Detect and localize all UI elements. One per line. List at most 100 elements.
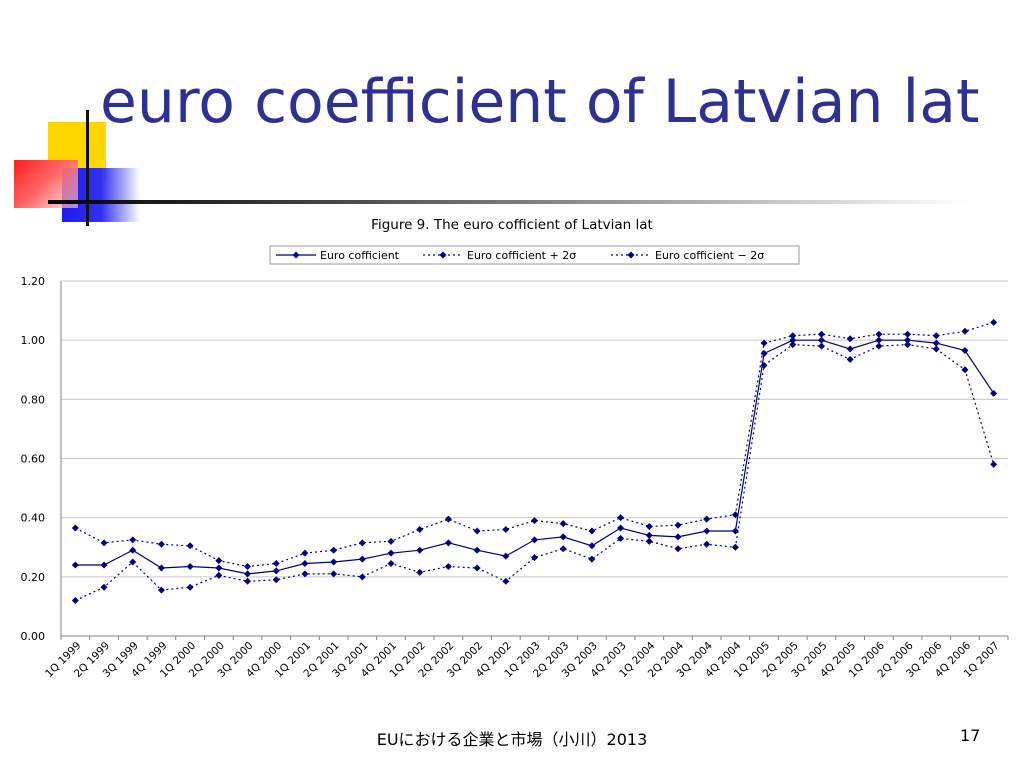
data-point: [71, 561, 79, 569]
y-tick-label: 0.60: [21, 453, 46, 466]
data-point: [358, 573, 366, 581]
series-group: [71, 318, 998, 604]
data-point: [961, 327, 969, 335]
data-point: [932, 339, 940, 347]
data-point: [731, 527, 739, 535]
data-point: [674, 521, 682, 529]
y-tick-label: 0.80: [21, 393, 46, 406]
data-point: [444, 515, 452, 523]
data-point: [674, 545, 682, 553]
series-1: [71, 318, 998, 570]
data-point: [817, 336, 825, 344]
data-point: [186, 562, 194, 570]
data-point: [244, 577, 252, 585]
legend-label-plus-2sigma: Euro cofficient + 2σ: [467, 249, 576, 262]
decor-horizontal-rule: [48, 200, 968, 204]
slide-title: euro coefficient of Latvian lat: [100, 67, 980, 137]
data-point: [330, 546, 338, 554]
data-point: [731, 511, 739, 519]
data-point: [932, 332, 940, 340]
legend-entry-minus-2sigma: Euro cofficient − 2σ: [611, 249, 764, 262]
legend-label-minus-2sigma: Euro cofficient − 2σ: [655, 249, 764, 262]
data-point: [875, 336, 883, 344]
data-point: [358, 539, 366, 547]
data-point: [760, 361, 768, 369]
data-point: [617, 534, 625, 542]
data-point: [416, 568, 424, 576]
data-point: [244, 562, 252, 570]
y-tick-label: 1.00: [21, 334, 46, 347]
data-point: [703, 527, 711, 535]
data-point: [674, 533, 682, 541]
data-point: [502, 526, 510, 533]
data-point: [157, 540, 165, 548]
data-point: [846, 345, 854, 353]
data-point: [645, 531, 653, 539]
data-point: [559, 545, 567, 553]
data-point: [272, 567, 280, 575]
data-point: [904, 336, 912, 344]
series-2: [71, 341, 998, 604]
data-point: [100, 539, 108, 547]
data-point: [215, 571, 223, 579]
data-point: [531, 517, 538, 525]
data-point: [817, 342, 825, 350]
data-point: [387, 560, 395, 568]
data-point: [760, 339, 768, 347]
data-point: [157, 586, 165, 594]
data-point: [215, 557, 223, 565]
data-point: [531, 554, 538, 562]
data-point: [129, 546, 137, 554]
data-point: [129, 536, 137, 544]
data-point: [789, 336, 797, 344]
data-point: [272, 560, 280, 568]
data-point: [904, 341, 912, 349]
legend-entry-euro-cofficient: Euro cofficient: [276, 249, 400, 262]
data-point: [559, 520, 567, 528]
legend-box: [269, 245, 800, 265]
data-point: [617, 514, 625, 522]
data-point: [330, 570, 338, 578]
data-point: [387, 537, 395, 545]
data-point: [157, 564, 165, 572]
y-tick-label: 0.40: [21, 512, 46, 525]
legend: Euro cofficient Euro cofficient + 2σ Eur…: [269, 245, 800, 265]
slide-footer: EUにおける企業と市場（小川）2013: [376, 730, 648, 749]
data-point: [531, 536, 538, 544]
data-point: [473, 546, 481, 554]
data-point: [186, 542, 194, 550]
data-point: [100, 583, 108, 591]
y-tick-label: 0.20: [21, 571, 46, 584]
data-point: [416, 546, 424, 554]
data-point: [961, 366, 969, 374]
data-point: [990, 389, 998, 397]
data-point: [71, 524, 79, 532]
y-tick-label: 0.00: [21, 630, 46, 643]
data-point: [301, 549, 309, 557]
data-point: [71, 597, 79, 604]
data-point: [215, 564, 223, 572]
data-point: [731, 543, 739, 551]
data-point: [875, 342, 883, 350]
chart-title: Figure 9. The euro cofficient of Latvian…: [371, 217, 653, 233]
data-point: [444, 562, 452, 570]
legend-label-euro-cofficient: Euro cofficient: [320, 249, 400, 262]
data-point: [358, 555, 366, 563]
data-point: [645, 537, 653, 545]
data-point: [703, 540, 711, 548]
data-point: [961, 347, 969, 355]
data-point: [100, 561, 108, 569]
data-point: [502, 552, 510, 560]
page-number: 17: [960, 726, 981, 745]
data-point: [617, 524, 625, 532]
data-point: [588, 527, 596, 535]
series-line-1: [75, 321, 994, 568]
data-point: [272, 576, 280, 584]
data-point: [588, 555, 596, 563]
data-point: [904, 330, 912, 338]
data-point: [244, 570, 252, 578]
data-point: [473, 564, 481, 572]
data-point: [186, 583, 194, 591]
axes: [60, 281, 1009, 640]
